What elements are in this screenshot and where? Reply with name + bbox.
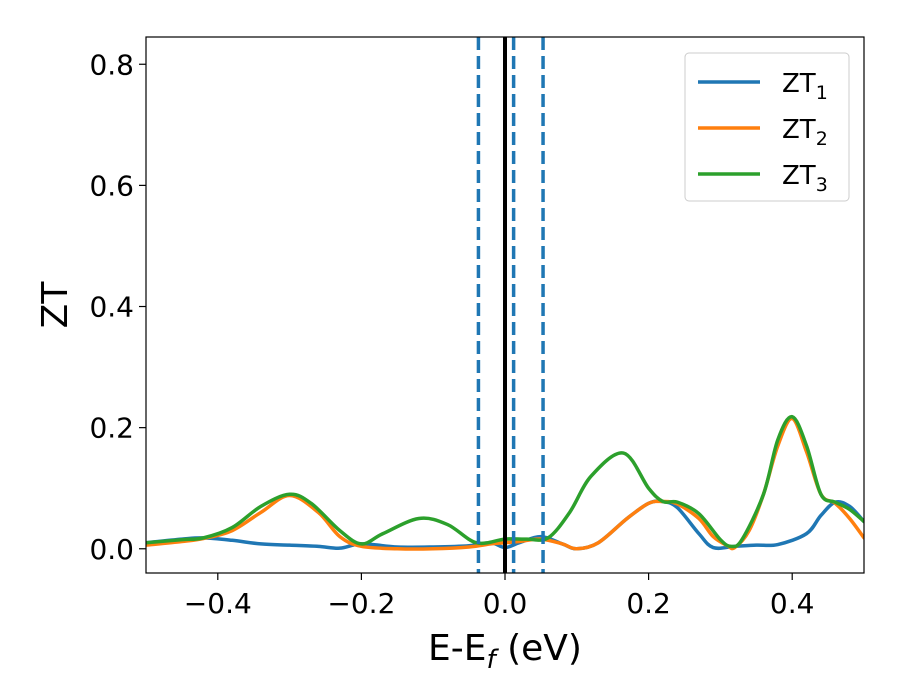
- x-tick-label: 0.0: [483, 587, 528, 620]
- x-axis-ticks: −0.4 −0.2 0.0 0.2 0.4: [184, 573, 815, 620]
- series-line-zt3: [146, 414, 864, 549]
- y-axis-ticks: 0.0 0.2 0.4 0.6 0.8: [89, 48, 146, 566]
- y-tick-label: 0.8: [89, 48, 134, 81]
- y-tick-label: 0.4: [89, 291, 134, 324]
- x-tick-label: −0.4: [184, 587, 252, 620]
- y-axis-label: ZT: [35, 281, 76, 329]
- legend-label-zt3: ZT3: [782, 161, 828, 196]
- legend-box: [684, 52, 850, 202]
- series-layer: [146, 414, 864, 551]
- series-line-zt2: [146, 416, 864, 551]
- y-tick-label: 0.6: [89, 169, 134, 202]
- y-tick-label: 0.2: [89, 412, 134, 445]
- reference-lines: [476, 37, 545, 573]
- legend: ZT1 ZT2 ZT3: [684, 52, 850, 202]
- x-tick-label: −0.2: [327, 587, 395, 620]
- x-axis-label-unit: (eV): [496, 628, 582, 669]
- x-tick-label: 0.4: [770, 587, 815, 620]
- x-axis-label-main: E-E: [428, 628, 486, 669]
- x-tick-label: 0.2: [626, 587, 671, 620]
- legend-label-zt1: ZT1: [782, 69, 828, 104]
- legend-label-zt2: ZT2: [782, 115, 828, 150]
- x-axis-label: E-Ef (eV): [428, 628, 582, 675]
- y-tick-label: 0.0: [89, 533, 134, 566]
